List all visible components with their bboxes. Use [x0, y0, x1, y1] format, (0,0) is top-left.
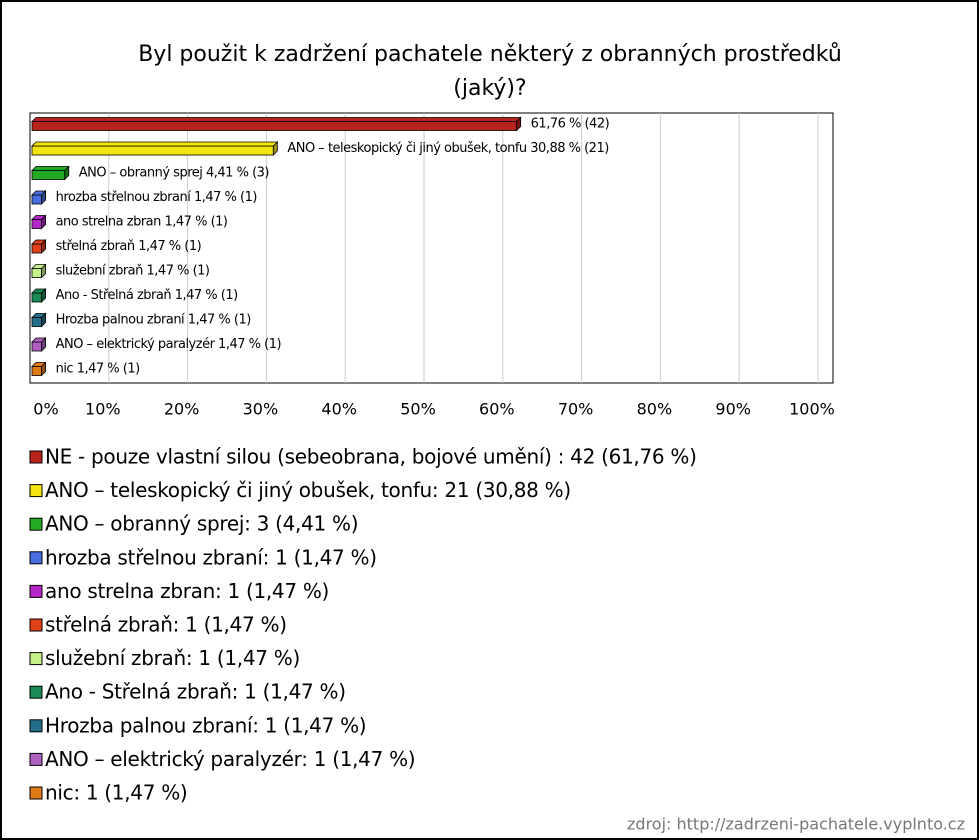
- bar-label: Ano - Střelná zbraň 1,47 % (1): [56, 288, 238, 303]
- x-tick-label: 70%: [558, 400, 594, 419]
- bar-side: [41, 239, 46, 254]
- legend-swatch: [29, 450, 43, 464]
- legend-swatch: [29, 551, 43, 565]
- bar-label: ANO – obranný sprej 4,41 % (3): [79, 166, 269, 181]
- bar: [31, 243, 42, 254]
- bar-side: [64, 165, 70, 181]
- bar-label: ano strelna zbran 1,47 % (1): [56, 215, 228, 230]
- legend-swatch: [29, 517, 43, 531]
- x-tick-label: 30%: [243, 400, 279, 419]
- legend-label: NE - pouze vlastní silou (sebeobrana, bo…: [45, 445, 697, 469]
- legend-label: služební zbraň: 1 (1,47 %): [45, 646, 300, 670]
- chart-title: Byl použit k zadržení pachatele některý …: [138, 42, 842, 67]
- x-tick-label: 10%: [85, 400, 121, 419]
- bar-label: ANO – elektrický paralyzér 1,47 % (1): [56, 337, 281, 352]
- bar: [31, 317, 42, 327]
- legend-label: Hrozba palnou zbraní: 1 (1,47 %): [45, 713, 366, 737]
- legend-label: hrozba střelnou zbraní: 1 (1,47 %): [45, 545, 377, 569]
- bar: [31, 292, 42, 303]
- legend-label: ANO – teleskopický či jiný obušek, tonfu…: [45, 478, 571, 502]
- plot-area: [29, 112, 834, 384]
- legend-swatch: [29, 786, 43, 800]
- legend-swatch: [29, 584, 43, 598]
- bar-side: [41, 337, 46, 352]
- bar-label: služební zbraň 1,47 % (1): [56, 264, 210, 279]
- legend-label: střelná zbraň: 1 (1,47 %): [45, 613, 287, 637]
- x-tick-label: 60%: [479, 400, 515, 419]
- bar-label: 61,76 % (42): [531, 117, 610, 132]
- legend-swatch: [29, 618, 43, 632]
- bar-side: [41, 263, 46, 279]
- x-tick-label: 40%: [321, 400, 357, 419]
- legend-label: ano strelna zbran: 1 (1,47 %): [45, 579, 329, 603]
- bar-label: ANO – teleskopický či jiný obušek, tonfu…: [287, 141, 608, 156]
- bar-side: [41, 190, 46, 205]
- bar-top: [31, 117, 522, 122]
- legend-label: ANO – obranný sprej: 3 (4,41 %): [45, 512, 358, 536]
- x-tick-label: 100%: [789, 400, 835, 419]
- legend-swatch: [29, 484, 43, 498]
- x-tick-label: 90%: [715, 400, 751, 419]
- legend-swatch: [29, 719, 43, 733]
- x-tick-label: 50%: [400, 400, 436, 419]
- bar: [31, 341, 42, 352]
- bar-top: [31, 141, 279, 147]
- chart-title: (jaký)?: [453, 76, 526, 101]
- bar-side: [41, 361, 46, 377]
- x-tick-label: 0%: [33, 400, 58, 419]
- legend-label: Ano - Střelná zbraň: 1 (1,47 %): [45, 680, 346, 704]
- x-tick-label: 80%: [637, 400, 673, 419]
- bar: [31, 194, 42, 205]
- bar-top: [31, 166, 70, 171]
- bar: [31, 366, 42, 376]
- bar-label: střelná zbraň 1,47 % (1): [56, 239, 202, 254]
- bar-label: nic 1,47 % (1): [56, 362, 140, 377]
- bar-label: hrozba střelnou zbraní 1,47 % (1): [56, 190, 257, 205]
- bar: [31, 121, 518, 131]
- legend-swatch: [29, 652, 43, 666]
- bar-side: [41, 288, 46, 303]
- legend-label: nic: 1 (1,47 %): [45, 781, 187, 805]
- bar-side: [41, 312, 46, 328]
- bar: [31, 268, 42, 278]
- bar-side: [516, 116, 522, 132]
- x-tick-label: 20%: [164, 400, 200, 419]
- bar-side: [41, 214, 46, 230]
- bar: [31, 170, 66, 180]
- legend-swatch: [29, 685, 43, 699]
- bar-side: [272, 141, 278, 156]
- bar-label: Hrozba palnou zbraní 1,47 % (1): [56, 313, 251, 328]
- bar: [31, 219, 42, 229]
- legend-swatch: [29, 752, 43, 766]
- bar: [31, 145, 274, 156]
- legend-label: ANO – elektrický paralyzér: 1 (1,47 %): [45, 747, 415, 771]
- source: zdroj: http://zadrzeni-pachatele.vyplnto…: [627, 815, 965, 834]
